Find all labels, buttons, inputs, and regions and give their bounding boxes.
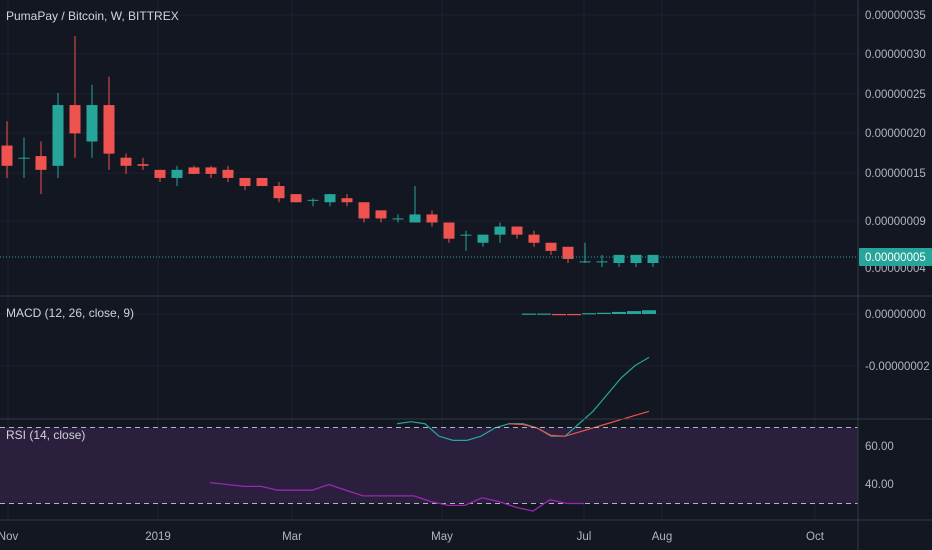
- time-tick-label: 2019: [145, 531, 171, 543]
- signal-line: [508, 410, 650, 437]
- last-price-tag-label: 0.00000005: [865, 252, 926, 264]
- time-tick-label: May: [431, 531, 453, 543]
- time-axis[interactable]: Nov 2019 Mar May Jul Aug Oct: [0, 531, 825, 543]
- candle-body: [1, 145, 13, 166]
- price-tick-label: 0.00000025: [865, 89, 926, 101]
- candle-body: [69, 105, 81, 134]
- time-tick-label: Jul: [577, 531, 592, 543]
- candle-body: [324, 194, 336, 203]
- price-tick-label: 0.00000009: [865, 216, 926, 228]
- candle-body: [545, 242, 557, 251]
- candle-body: [477, 234, 489, 243]
- macd-histogram-bar: [582, 313, 596, 315]
- candle-body: [511, 226, 523, 235]
- rsi-legend[interactable]: RSI (14, close): [6, 428, 86, 442]
- macd-histogram-bar: [612, 311, 626, 314]
- time-tick-label: Oct: [806, 531, 825, 543]
- last-price-tag-bg: [859, 248, 932, 266]
- candle-body: [256, 177, 268, 187]
- candle-body: [579, 261, 591, 263]
- candle-body: [222, 169, 234, 178]
- last-price-tag: 0.00000005: [859, 248, 932, 266]
- macd-histogram-bar: [597, 312, 611, 314]
- macd-histogram-bar: [627, 311, 641, 314]
- candle-body: [307, 199, 319, 201]
- candle-body: [154, 169, 166, 178]
- macd-histogram-bar: [522, 313, 536, 315]
- candle-body: [443, 222, 455, 239]
- macd-tick-label: 0.00000000: [865, 309, 926, 321]
- rsi-band-lines: [0, 427, 858, 504]
- candle-body: [188, 167, 200, 174]
- candle-body: [205, 167, 217, 174]
- candle-body: [613, 254, 625, 263]
- rsi-line: [209, 481, 584, 512]
- time-tick-label: Mar: [282, 531, 302, 543]
- rsi-tick-label: 60.00: [865, 441, 894, 453]
- candle-body: [137, 164, 149, 166]
- price-tick-label: 0.00000020: [865, 128, 926, 140]
- macd-histogram: [522, 310, 656, 316]
- candle-body: [460, 234, 472, 236]
- candle-body: [120, 157, 132, 166]
- rsi-band-fill: [0, 427, 858, 504]
- macd-histogram-bar: [537, 313, 551, 315]
- macd-histogram-bar: [642, 310, 656, 314]
- macd-line: [396, 356, 650, 441]
- candle-body: [341, 198, 353, 203]
- rsi-tick-label: 40.00: [865, 479, 894, 491]
- candle-body: [562, 246, 574, 259]
- candle-body: [426, 214, 438, 223]
- candle-body: [596, 261, 608, 263]
- candle-body: [290, 194, 302, 203]
- macd-legend[interactable]: MACD (12, 26, close, 9): [6, 306, 135, 320]
- price-tick-label: 0.00000030: [865, 49, 926, 61]
- candle-body: [358, 202, 370, 219]
- candle-body: [86, 105, 98, 142]
- price-axis[interactable]: 0.00000035 0.00000030 0.00000025 0.00000020…: [865, 10, 930, 491]
- candle-body: [18, 157, 30, 159]
- macd-histogram-bar: [552, 314, 566, 316]
- candle-body: [494, 226, 506, 235]
- time-tick-label: Nov: [0, 531, 18, 543]
- candle-body: [239, 177, 251, 187]
- price-tick-label: 0.00000015: [865, 168, 926, 180]
- candle-body: [528, 234, 540, 243]
- macd-tick-label: -0.00000002: [865, 361, 930, 373]
- candle-body: [103, 105, 115, 154]
- candle-body: [171, 169, 183, 178]
- candle-body: [273, 186, 285, 199]
- candlestick-series: [1, 36, 659, 268]
- symbol-title[interactable]: PumaPay / Bitcoin, W, BITTREX: [6, 9, 179, 23]
- time-tick-label: Aug: [652, 531, 672, 543]
- candle-body: [35, 156, 47, 170]
- price-tick-label: 0.00000035: [865, 10, 926, 22]
- candle-body: [409, 214, 421, 223]
- candle-body: [375, 210, 387, 219]
- candle-body: [630, 254, 642, 263]
- macd-histogram-bar: [567, 314, 581, 316]
- candle-body: [647, 254, 659, 263]
- candle-body: [52, 105, 64, 166]
- candle-body: [392, 218, 404, 220]
